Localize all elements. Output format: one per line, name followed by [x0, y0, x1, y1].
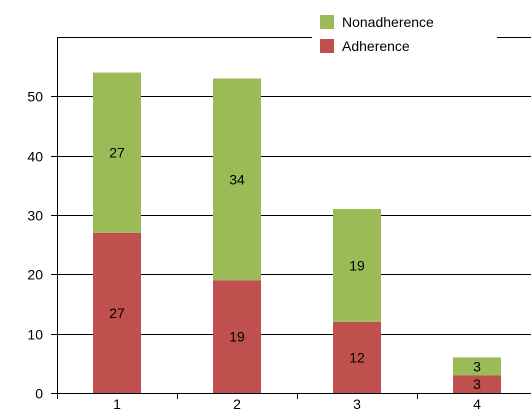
y-tick-label: 50	[27, 89, 43, 105]
data-label-adherence: 19	[229, 329, 245, 345]
x-tick-label: 1	[113, 396, 121, 410]
y-axis: 0 10 20 30 40 50	[27, 37, 58, 402]
y-tick-label: 0	[35, 386, 43, 402]
bar-nonadherence	[93, 72, 141, 233]
legend-box	[312, 7, 497, 67]
data-label-nonadherence: 3	[473, 358, 481, 374]
data-label-adherence: 3	[473, 376, 481, 392]
data-labels: 27 27 19 34 12 19 3 3	[109, 145, 481, 392]
bar-adherence	[213, 280, 261, 393]
data-label-nonadherence: 34	[229, 171, 245, 187]
legend-label-nonadherence: Nonadherence	[342, 14, 434, 30]
x-tick-label: 3	[353, 396, 361, 410]
data-label-adherence: 27	[109, 305, 125, 321]
bar-adherence	[453, 375, 501, 393]
data-label-adherence: 12	[349, 349, 365, 365]
data-label-nonadherence: 19	[349, 257, 365, 273]
x-tick-label: 2	[233, 396, 241, 410]
bar-nonadherence	[213, 78, 261, 281]
bar-nonadherence	[333, 209, 381, 322]
data-label-nonadherence: 27	[109, 145, 125, 161]
bars	[93, 72, 501, 393]
y-tick-label: 40	[27, 149, 43, 165]
x-tick-label: 4	[473, 396, 481, 410]
x-axis: 1 2 3 4	[57, 393, 531, 410]
legend: Nonadherence Adherence	[312, 7, 497, 67]
bar-nonadherence	[453, 357, 501, 376]
y-tick-label: 10	[27, 327, 43, 343]
y-tick-label: 20	[27, 267, 43, 283]
legend-swatch-nonadherence	[320, 15, 334, 29]
bar-adherence	[333, 321, 381, 393]
y-tick-label: 30	[27, 208, 43, 224]
legend-label-adherence: Adherence	[342, 38, 410, 54]
legend-swatch-adherence	[320, 39, 334, 53]
bar-adherence	[93, 232, 141, 393]
